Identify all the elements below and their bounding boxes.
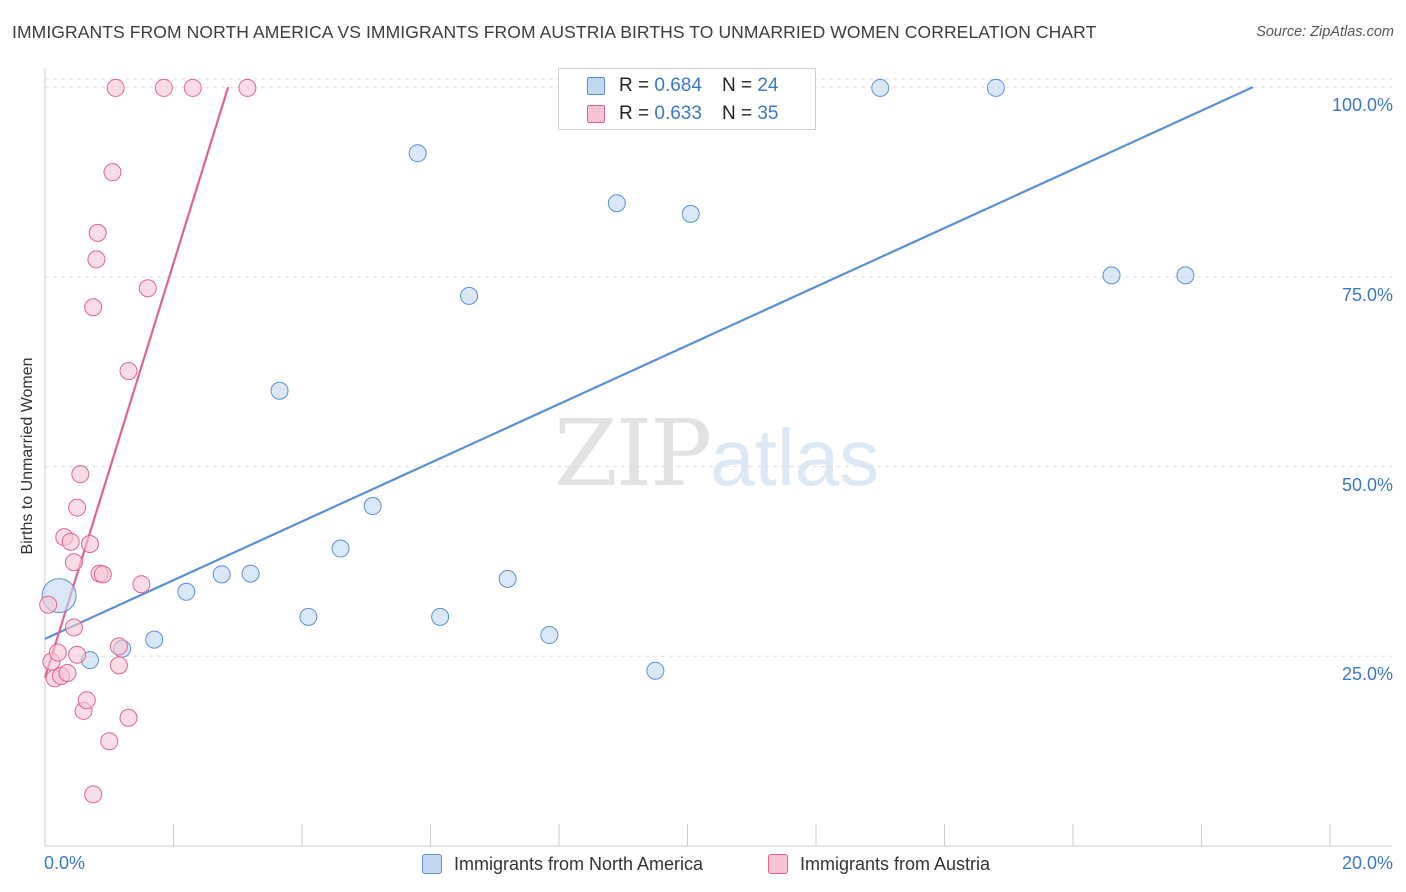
north-america-legend-swatch <box>422 854 442 874</box>
trend-lines <box>43 86 1254 678</box>
north-america-point <box>241 564 260 583</box>
austria-point <box>119 708 138 727</box>
watermark-atlas: atlas <box>710 413 880 502</box>
n-label: N = <box>721 103 753 124</box>
axes <box>44 68 1392 847</box>
watermark-zip: ZIP <box>554 400 712 507</box>
austria-point <box>80 534 99 553</box>
n-value: 24 <box>757 75 779 96</box>
austria-point <box>77 691 96 710</box>
north-america-point <box>270 381 289 400</box>
y-tick-label: 75.0% <box>1341 284 1393 305</box>
austria-point <box>138 279 157 298</box>
austria-point <box>109 637 128 656</box>
austria-point <box>48 643 67 662</box>
north-america-point <box>408 144 427 163</box>
r-value: 0.633 <box>654 103 702 124</box>
north-america-point <box>460 286 479 305</box>
north-america-point <box>299 607 318 626</box>
austria-point <box>58 663 77 682</box>
austria-trend-line <box>43 86 230 678</box>
r-label: R = <box>619 103 650 124</box>
legend-label: Immigrants from Austria <box>800 853 991 874</box>
north-america-point <box>986 78 1005 97</box>
stats-legend: R = 0.684 N = 24 R = 0.633 N = 35 <box>558 68 816 130</box>
austria-point <box>68 645 87 664</box>
north-america-point <box>331 539 350 558</box>
r-label: R = <box>619 75 650 96</box>
austria-point <box>61 532 80 551</box>
austria-point <box>106 78 125 97</box>
legend-item-austria[interactable]: Immigrants from Austria <box>768 852 990 876</box>
austria-point <box>109 656 128 675</box>
north-america-point <box>1176 266 1195 285</box>
north-america-point <box>540 626 559 645</box>
austria-swatch <box>587 105 605 123</box>
austria-point <box>93 565 112 584</box>
north-america-point <box>871 78 890 97</box>
austria-point <box>100 732 119 751</box>
y-tick-label: 50.0% <box>1341 474 1393 495</box>
austria-point <box>183 78 202 97</box>
north-america-point <box>212 565 231 584</box>
y-tick-label: 100.0% <box>1331 95 1393 116</box>
austria-point <box>87 250 106 269</box>
north-america-point <box>431 607 450 626</box>
north-america-point <box>1102 266 1121 285</box>
austria-point <box>154 78 173 97</box>
data-points <box>39 78 1195 804</box>
north-america-point <box>177 582 196 601</box>
n-label: N = <box>721 75 753 96</box>
north-america-point <box>681 204 700 223</box>
austria-point <box>68 498 87 517</box>
north-america-trend-line <box>44 86 1254 640</box>
stats-legend-row-austria: R = 0.633 N = 35 <box>587 101 778 127</box>
austria-point <box>64 553 83 572</box>
source-label: Source: ZipAtlas.com <box>1256 24 1394 40</box>
austria-point <box>71 465 90 484</box>
austria-point <box>39 595 58 614</box>
y-tick-label: 25.0% <box>1341 664 1393 685</box>
watermark: ZIPatlas <box>554 400 879 507</box>
north-america-point <box>145 630 164 649</box>
r-value: 0.684 <box>654 75 702 96</box>
north-america-swatch <box>587 77 605 95</box>
austria-point <box>103 163 122 182</box>
austria-point <box>64 618 83 637</box>
chart-title: IMMIGRANTS FROM NORTH AMERICA VS IMMIGRA… <box>12 22 1097 42</box>
austria-point <box>84 785 103 804</box>
austria-point <box>132 575 151 594</box>
austria-point <box>238 78 257 97</box>
north-america-point <box>363 497 382 516</box>
north-america-point <box>498 569 517 588</box>
legend-item-north-america[interactable]: Immigrants from North America <box>422 852 703 876</box>
n-value: 35 <box>757 103 779 124</box>
legend-label: Immigrants from North America <box>454 853 704 874</box>
austria-legend-swatch <box>768 854 788 874</box>
north-america-point <box>607 194 626 213</box>
x-tick-max: 20.0% <box>1341 853 1393 873</box>
x-tick-min: 0.0% <box>44 853 86 873</box>
austria-point <box>88 223 107 242</box>
north-america-point <box>646 661 665 680</box>
austria-point <box>119 361 138 380</box>
stats-legend-row-north-america: R = 0.684 N = 24 <box>587 73 778 99</box>
austria-point <box>84 298 103 317</box>
